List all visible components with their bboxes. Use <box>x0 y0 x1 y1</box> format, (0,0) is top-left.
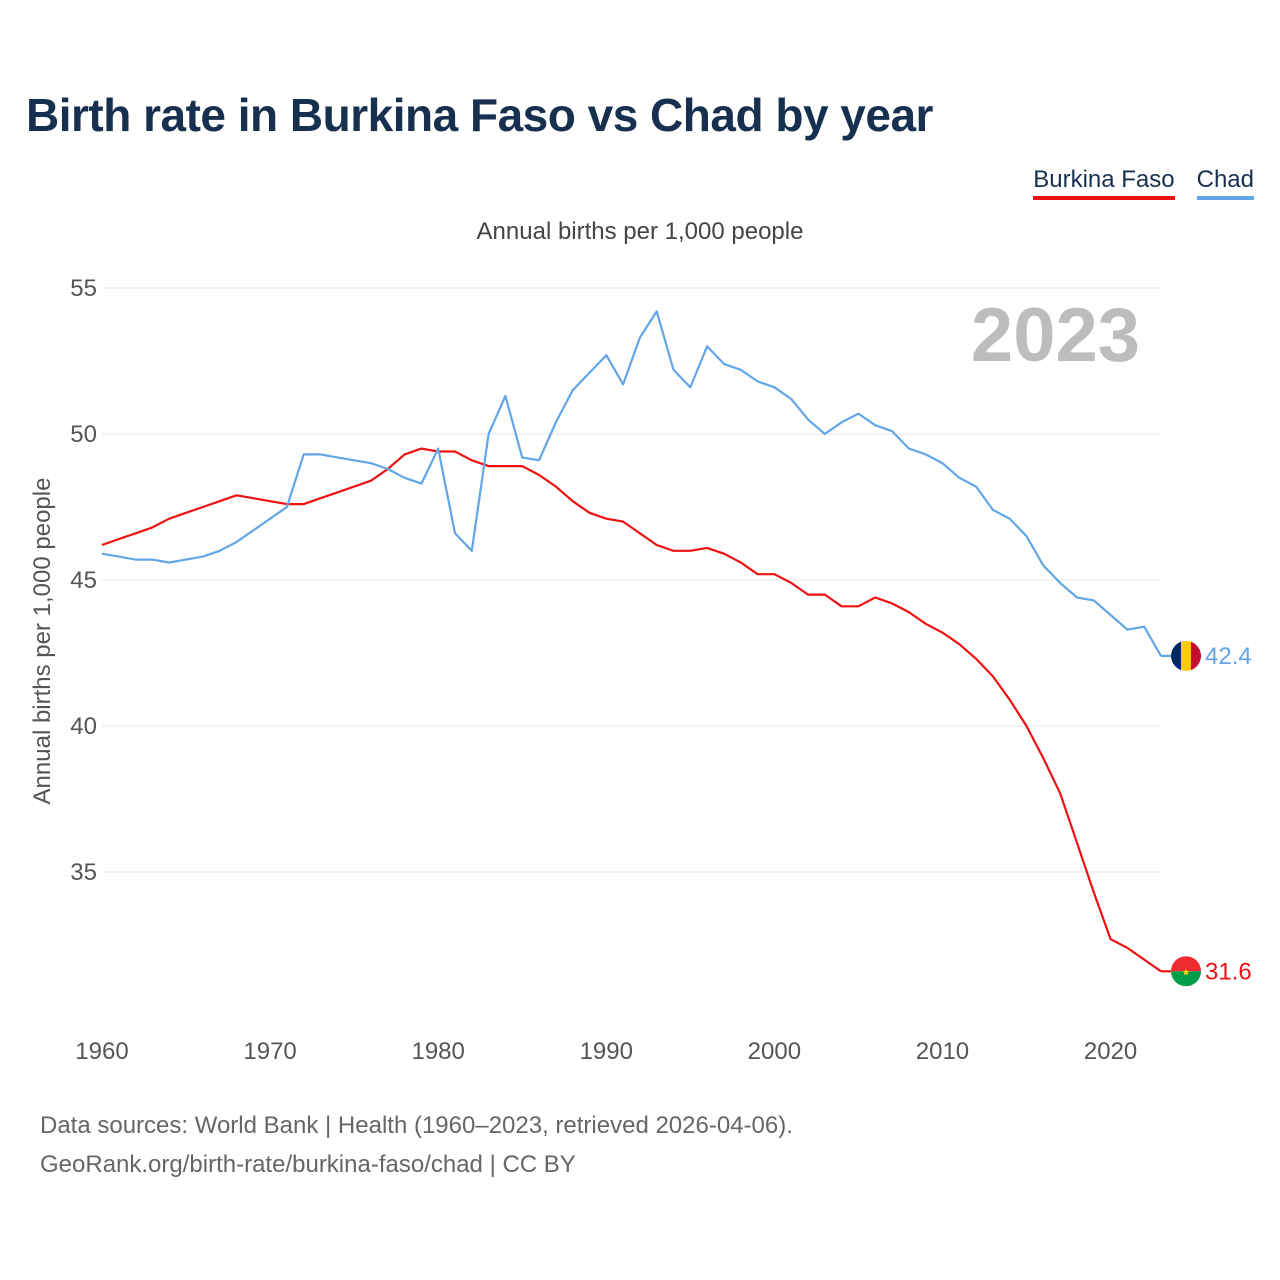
y-tick-label: 45 <box>70 567 97 594</box>
x-tick-label: 1960 <box>75 1038 128 1065</box>
series-lines <box>101 310 1162 973</box>
chad-flag-icon <box>1171 640 1201 671</box>
data-source-note: Data sources: World Bank | Health (1960–… <box>40 1112 793 1139</box>
series-line-burkina-faso[interactable] <box>101 447 1162 973</box>
burkina-faso-flag-icon: ★ <box>1171 956 1201 987</box>
y-axis-label: Annual births per 1,000 people <box>29 478 56 805</box>
legend-item-burkina-faso[interactable]: Burkina Faso <box>1033 166 1175 200</box>
series-line-chad[interactable] <box>101 310 1162 657</box>
y-tick-label: 40 <box>70 713 97 740</box>
chart-title: Birth rate in Burkina Faso vs Chad by ye… <box>26 89 933 141</box>
end-value-label-chad: 42.4 <box>1205 643 1252 670</box>
x-tick-label: 1990 <box>580 1038 633 1065</box>
x-tick-label: 1970 <box>243 1038 296 1065</box>
end-value-label-burkina-faso: 31.6 <box>1205 958 1252 985</box>
footer: Data sources: World Bank | Health (1960–… <box>40 1106 793 1184</box>
x-axis-ticks: 1960 1970 1980 1990 2000 2010 2020 <box>75 1038 1137 1065</box>
x-tick-label: 2020 <box>1084 1038 1137 1065</box>
gridlines <box>102 287 1161 873</box>
y-axis-ticks: 35 40 45 50 55 <box>70 275 97 886</box>
x-tick-label: 2000 <box>748 1038 801 1065</box>
y-tick-label: 35 <box>70 859 97 886</box>
y-tick-label: 55 <box>70 275 97 302</box>
chart-subtitle: Annual births per 1,000 people <box>476 218 804 245</box>
svg-text:★: ★ <box>1182 967 1191 978</box>
x-tick-label: 2010 <box>916 1038 969 1065</box>
series-end-markers: ★ 31.6 42.4 <box>1161 640 1252 987</box>
source-url[interactable]: GeoRank.org/birth-rate/burkina-faso/chad… <box>40 1151 576 1178</box>
legend: Burkina Faso Chad <box>1033 166 1254 200</box>
y-tick-label: 50 <box>70 421 97 448</box>
x-tick-label: 1980 <box>411 1038 464 1065</box>
legend-item-chad[interactable]: Chad <box>1196 166 1254 200</box>
current-year-label: 2023 <box>971 293 1140 378</box>
